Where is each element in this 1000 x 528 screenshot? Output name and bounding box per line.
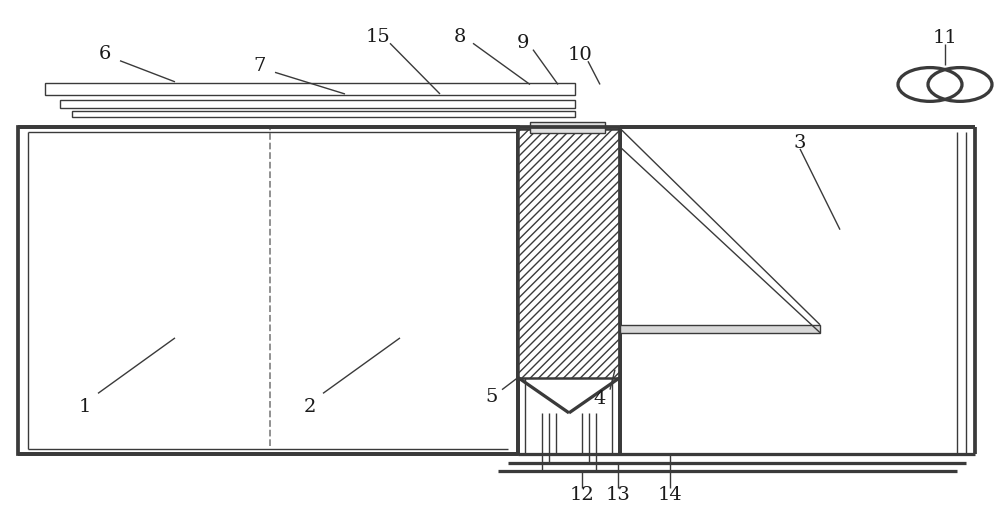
Text: 2: 2 (304, 398, 316, 416)
Bar (60, 100, 575, 108)
Bar (18, 127, 518, 454)
Text: 6: 6 (99, 45, 111, 63)
Bar (620, 325, 820, 333)
Text: 1: 1 (79, 398, 91, 416)
Text: 9: 9 (517, 34, 529, 52)
Text: 15: 15 (366, 28, 390, 46)
Text: 3: 3 (794, 134, 806, 152)
Bar (45, 83, 575, 95)
Text: 7: 7 (254, 57, 266, 75)
Bar (72, 111, 575, 117)
Text: 13: 13 (606, 486, 630, 504)
Text: 4: 4 (594, 390, 606, 408)
Text: 10: 10 (568, 46, 592, 64)
Text: 12: 12 (570, 486, 594, 504)
Text: 14: 14 (658, 486, 682, 504)
Bar (530, 122, 605, 133)
Text: 8: 8 (454, 28, 466, 46)
Text: 11: 11 (933, 29, 957, 47)
Text: 5: 5 (486, 388, 498, 406)
Bar (518, 129, 620, 378)
